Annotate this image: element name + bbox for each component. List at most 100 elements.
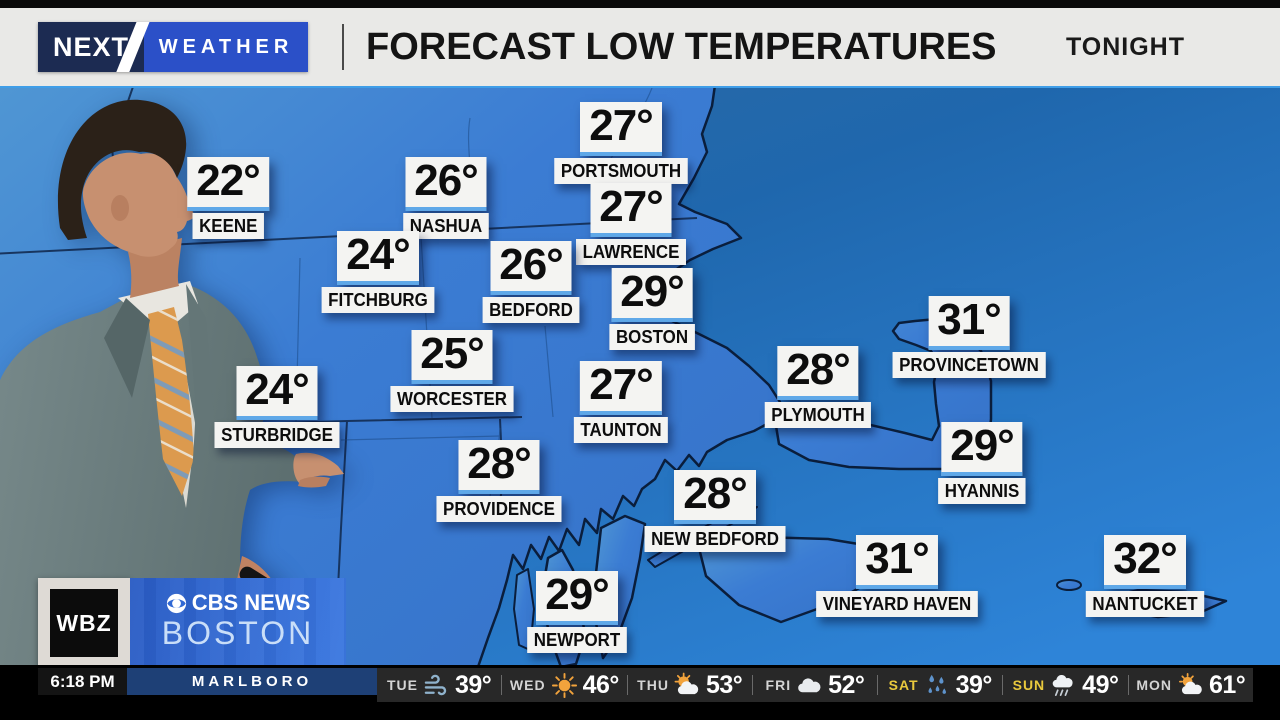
temp-value: 31° [928,296,1010,350]
map-label-plymouth: 28° PLYMOUTH [761,346,874,428]
temp-value: 28° [777,346,859,400]
wbz-logo-frame: WBZ [38,578,130,668]
temp-value: 24° [337,231,419,285]
forecast-day-mon: MON 61° [1129,671,1253,700]
city-name: LAWRENCE [576,239,686,265]
temp-value: 22° [187,157,269,211]
city-name: PROVINCETOWN [892,352,1046,378]
city-name: PORTSMOUTH [554,158,688,184]
seven-day-forecast-strip: TUE 39° WED 4 [377,668,1253,702]
day-label: MON [1136,677,1172,693]
strip-divider [1127,675,1129,695]
temp-value: 29° [941,422,1023,476]
forecast-day-tue: TUE 39° [377,671,501,700]
map-label-fitchburg: 24° FITCHBURG [318,231,438,313]
map-label-bedford: 26° BEDFORD [480,241,583,323]
cbs-eye-icon [166,593,186,613]
day-label: TUE [386,677,418,693]
map-label-worcester: 25° WORCESTER [387,330,518,412]
strip-divider [751,675,753,695]
map-label-new-bedford: 28° NEW BEDFORD [640,470,790,552]
cbs-market-text: BOSTON [161,615,315,651]
clock: 6:18 PM [38,668,127,695]
wbz-logo: WBZ [50,589,118,657]
temp-value: 29° [611,268,693,322]
day-temp: 49° [1082,670,1119,699]
temp-value: 27° [590,183,672,237]
day-label: FRI [765,677,792,693]
temp-value: 24° [236,366,318,420]
rain-showers-icon [928,674,946,694]
temp-value: 32° [1104,535,1186,589]
day-temp: 39° [454,670,492,699]
forecast-day-wed: WED 46° [502,671,626,700]
skyline-decoration [130,578,346,668]
temp-value: 27° [580,102,662,156]
temp-value: 26° [490,241,572,295]
page-title: FORECAST LOW TEMPERATURES [366,25,997,68]
map-label-portsmouth: 27° PORTSMOUTH [550,102,692,184]
day-temp: 46° [582,670,620,699]
city-name: STURBRIDGE [214,422,340,448]
map-label-newport: 29° NEWPORT [524,571,630,653]
city-name: PROVIDENCE [436,496,562,522]
partly-sunny-icon [1179,672,1202,694]
city-name: BEDFORD [482,297,580,323]
city-name: FITCHBURG [321,287,435,313]
next-weather-logo: NEXT WEATHER [38,22,308,72]
strip-divider [501,675,503,695]
map-label-boston: 29° BOSTON [607,268,698,350]
city-name: BOSTON [609,324,695,350]
lower-third-band: 6:18 PM MARLBORO TUE 39° WED [0,665,1280,720]
temp-value: 31° [856,535,938,589]
next-weather-logo-weather: WEATHER [144,22,308,72]
city-name: NEWPORT [527,627,627,653]
sunny-icon [551,672,577,698]
cbs-news-text: CBS NEWS [191,590,311,615]
cbs-news-boston-logo: CBS NEWS BOSTON [130,578,346,668]
forecast-day-sat: SAT 39° [878,671,1002,700]
location-ticker: MARLBORO [127,668,377,695]
day-label: SUN [1012,677,1046,693]
city-name: TAUNTON [573,417,669,443]
cloudy-icon [798,677,821,692]
city-name: WORCESTER [390,386,514,412]
day-label: WED [509,677,546,693]
day-temp: 61° [1209,670,1246,699]
map-label-vineyard-haven: 31° VINEYARD HAVEN [811,535,983,617]
timeframe-label: TONIGHT [1065,32,1185,61]
temp-value: 26° [405,157,487,211]
city-name: HYANNIS [938,478,1026,504]
map-label-nantucket: 32° NANTUCKET [1082,535,1208,617]
city-name: PLYMOUTH [764,402,872,428]
day-temp: 52° [828,670,865,699]
temp-value: 28° [674,470,756,524]
map-label-hyannis: 29° HYANNIS [935,422,1028,504]
temp-value: 27° [580,361,662,415]
header-divider [342,24,344,70]
map-label-nashua: 26° NASHUA [400,157,491,239]
strip-divider [1002,675,1004,695]
map-label-sturbridge: 24° STURBRIDGE [210,366,343,448]
weather-presenter [0,99,344,667]
header-banner: NEXT WEATHER FORECAST LOW TEMPERATURES T… [0,8,1280,86]
temp-value: 28° [458,440,540,494]
forecast-day-fri: FRI 52° [753,671,877,700]
city-name: NANTUCKET [1085,591,1205,617]
windy-icon [424,674,447,695]
top-black-bar [0,0,1280,8]
day-temp: 53° [705,670,743,699]
forecast-day-thu: THU 53° [628,671,752,700]
temp-value: 29° [536,571,618,625]
temp-value: 25° [411,330,493,384]
forecast-day-sun: SUN 49° [1003,671,1127,700]
strip-divider [877,675,879,695]
rain-icon [1052,674,1073,696]
map-label-provincetown: 31° PROVINCETOWN [888,296,1051,378]
city-name: NEW BEDFORD [644,526,786,552]
weather-map: 22° KEENE 26° NASHUA 27° PORTSMOUTH 27° … [0,86,1280,667]
map-label-providence: 28° PROVIDENCE [432,440,565,522]
strip-divider [626,675,628,695]
partly-cloudy-icon [674,672,699,694]
